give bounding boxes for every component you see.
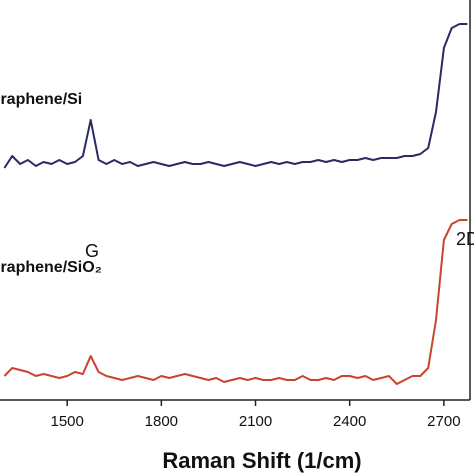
- annotation: 2D: [456, 229, 474, 249]
- series-label: Graphene/Si: [0, 91, 82, 108]
- x-tick-label: 2700: [427, 413, 460, 430]
- x-tick-label: 1500: [50, 413, 83, 430]
- series-line: [3, 23, 468, 169]
- x-tick-label: 2100: [239, 413, 272, 430]
- x-axis-label: Raman Shift (1/cm): [162, 448, 361, 473]
- series-label: Graphene/SiO₂: [0, 259, 102, 276]
- x-tick-label: 1800: [145, 413, 178, 430]
- annotation: G: [85, 241, 99, 261]
- series-line: [3, 219, 468, 385]
- x-tick-label: 2400: [333, 413, 366, 430]
